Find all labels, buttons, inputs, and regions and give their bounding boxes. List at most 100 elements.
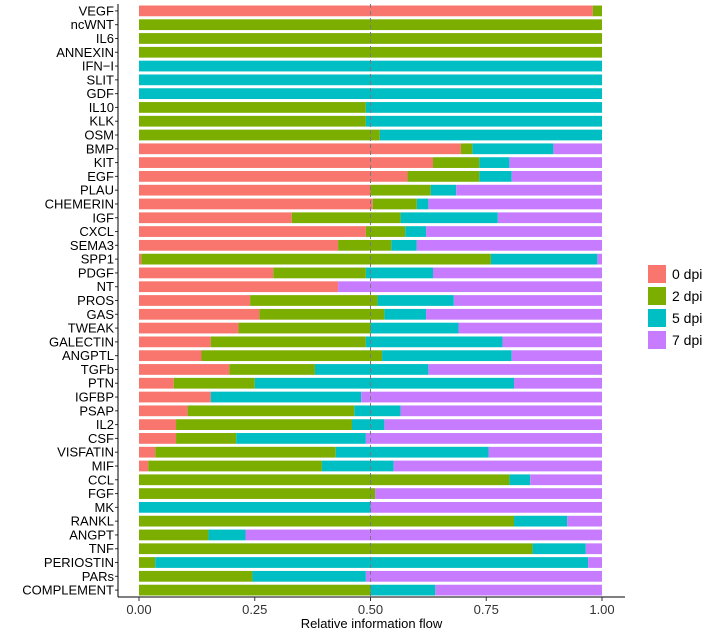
bar-segment <box>139 308 260 320</box>
bar-segment <box>458 322 602 334</box>
bar-segment <box>139 253 142 265</box>
bar-segment <box>139 267 274 279</box>
bar-segment <box>365 433 602 444</box>
bar-segment <box>139 171 408 182</box>
bar-segment <box>139 19 602 31</box>
bar-segment <box>314 364 429 375</box>
bar-segment <box>139 474 510 486</box>
bar-segment <box>490 253 598 265</box>
bar-segment <box>139 543 533 555</box>
y-tick-label: TGFb <box>81 362 114 377</box>
bar-segment <box>502 336 602 348</box>
bar-segment <box>479 171 512 182</box>
bar-segment <box>139 419 177 430</box>
bar-segment <box>139 501 371 513</box>
bar-segment <box>361 391 602 403</box>
y-tick-label: GAS <box>87 307 115 322</box>
bar-segment <box>567 515 602 527</box>
legend-swatch <box>648 287 666 305</box>
bar-segment <box>338 239 392 251</box>
bar-segment <box>238 322 371 334</box>
bar-segment <box>201 350 383 362</box>
bar-segment <box>139 433 177 444</box>
y-tick-label: CSF <box>88 431 114 446</box>
bar-segment <box>592 5 602 17</box>
bar-segment <box>393 460 602 472</box>
bar-segment <box>321 460 394 472</box>
legend-label: 7 dpi <box>672 332 703 348</box>
bar-segment <box>250 295 378 306</box>
bar-segment <box>365 226 406 237</box>
bar-segment <box>139 239 339 251</box>
y-tick-label: KIT <box>94 155 114 170</box>
y-tick-label: TNF <box>89 541 114 556</box>
bar-segment <box>511 350 602 362</box>
bar-segment <box>176 433 237 444</box>
bar-segment <box>139 584 371 596</box>
y-tick-label: GDF <box>87 86 115 101</box>
bar-segment <box>377 295 454 306</box>
bar-segment <box>365 115 602 127</box>
y-tick-label: NT <box>97 279 114 294</box>
bar-segment <box>139 102 366 113</box>
bar-segment <box>210 391 362 403</box>
bar-segment <box>428 364 602 375</box>
bar-segment <box>588 557 602 568</box>
bar-segment <box>254 377 515 389</box>
bar-segment <box>173 377 255 389</box>
bar-segment <box>139 5 593 17</box>
chart-legend: 0 dpi 2 dpi 5 dpi 7 dpi <box>648 263 702 351</box>
y-tick-label: GALECTIN <box>49 334 114 349</box>
x-tick-label: 1.00 <box>589 602 614 617</box>
y-tick-label: FGF <box>88 486 114 501</box>
bar-segment <box>382 350 512 362</box>
bar-segment <box>139 570 253 582</box>
bar-segment <box>139 295 251 306</box>
bar-segment <box>141 253 491 265</box>
y-tick-label: PDGF <box>78 265 114 280</box>
y-tick-label: COMPLEMENT <box>22 583 114 598</box>
y-tick-label: IFN−I <box>82 59 114 74</box>
x-tick-label: 0.50 <box>358 602 383 617</box>
y-tick-label: RANKL <box>71 514 114 529</box>
bar-segment <box>400 405 602 417</box>
bar-segment <box>453 295 602 306</box>
bar-segment <box>139 529 209 541</box>
bar-segment <box>372 198 417 210</box>
legend-item: 0 dpi <box>648 263 702 285</box>
bar-segment <box>187 405 355 417</box>
y-tick-label: CHEMERIN <box>45 196 114 211</box>
y-tick-label: IL2 <box>96 417 114 432</box>
y-tick-label: KLK <box>89 114 114 129</box>
bar-segment <box>365 267 434 279</box>
x-axis-label: Relative information flow <box>301 616 443 631</box>
y-tick-label: MIF <box>92 458 114 473</box>
bar-segment <box>365 570 602 582</box>
bar-segment <box>530 474 602 486</box>
bar-segment <box>139 33 602 44</box>
legend-item: 2 dpi <box>648 285 702 307</box>
y-tick-label: SEMA3 <box>70 238 114 253</box>
bar-segment <box>400 212 498 224</box>
y-tick-label: EGF <box>87 169 114 184</box>
bar-segment <box>139 557 156 568</box>
bar-segment <box>229 364 315 375</box>
bar-segment <box>354 405 401 417</box>
bar-segment <box>139 74 602 86</box>
x-tick-label: 0.75 <box>474 602 499 617</box>
y-tick-label: PROS <box>77 293 114 308</box>
bar-segment <box>139 281 339 293</box>
bar-segment <box>139 405 188 417</box>
bar-segment <box>139 515 515 527</box>
y-tick-label: PSAP <box>79 403 114 418</box>
bar-segment <box>139 350 202 362</box>
bar-segment <box>139 460 149 472</box>
bar-segment <box>370 322 459 334</box>
bar-segment <box>370 584 436 596</box>
legend-item: 5 dpi <box>648 307 702 329</box>
bar-segment <box>236 433 366 444</box>
bar-segment <box>351 419 385 430</box>
legend-label: 2 dpi <box>672 288 703 304</box>
bar-segment <box>139 336 211 348</box>
bar-segment <box>514 515 568 527</box>
